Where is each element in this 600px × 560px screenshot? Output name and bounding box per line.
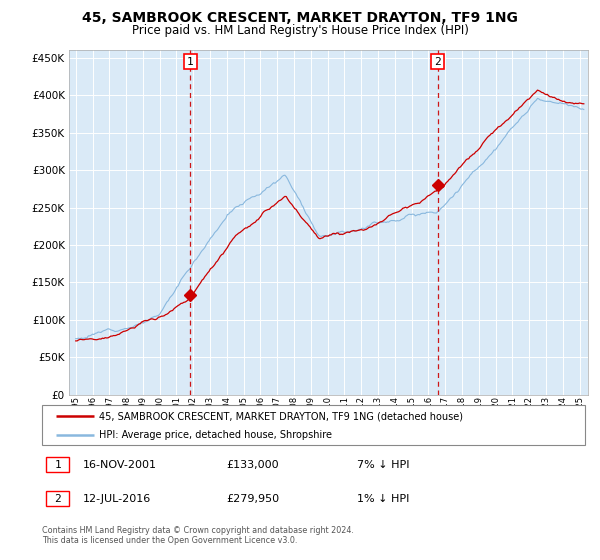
Text: 45, SAMBROOK CRESCENT, MARKET DRAYTON, TF9 1NG (detached house): 45, SAMBROOK CRESCENT, MARKET DRAYTON, T… — [99, 411, 463, 421]
Text: £133,000: £133,000 — [227, 460, 279, 470]
Text: Price paid vs. HM Land Registry's House Price Index (HPI): Price paid vs. HM Land Registry's House … — [131, 24, 469, 36]
Text: £279,950: £279,950 — [227, 494, 280, 504]
Text: 2: 2 — [55, 494, 61, 504]
Text: This data is licensed under the Open Government Licence v3.0.: This data is licensed under the Open Gov… — [42, 536, 298, 545]
Text: 1: 1 — [55, 460, 61, 470]
FancyBboxPatch shape — [46, 491, 69, 506]
Text: 2: 2 — [434, 57, 441, 67]
Text: HPI: Average price, detached house, Shropshire: HPI: Average price, detached house, Shro… — [99, 430, 332, 440]
Text: 7% ↓ HPI: 7% ↓ HPI — [357, 460, 409, 470]
Text: 12-JUL-2016: 12-JUL-2016 — [83, 494, 151, 504]
Text: 1: 1 — [187, 57, 194, 67]
FancyBboxPatch shape — [46, 457, 69, 472]
Text: 16-NOV-2001: 16-NOV-2001 — [83, 460, 157, 470]
Text: Contains HM Land Registry data © Crown copyright and database right 2024.: Contains HM Land Registry data © Crown c… — [42, 526, 354, 535]
Text: 1% ↓ HPI: 1% ↓ HPI — [357, 494, 409, 504]
Text: 45, SAMBROOK CRESCENT, MARKET DRAYTON, TF9 1NG: 45, SAMBROOK CRESCENT, MARKET DRAYTON, T… — [82, 11, 518, 25]
FancyBboxPatch shape — [42, 405, 585, 445]
